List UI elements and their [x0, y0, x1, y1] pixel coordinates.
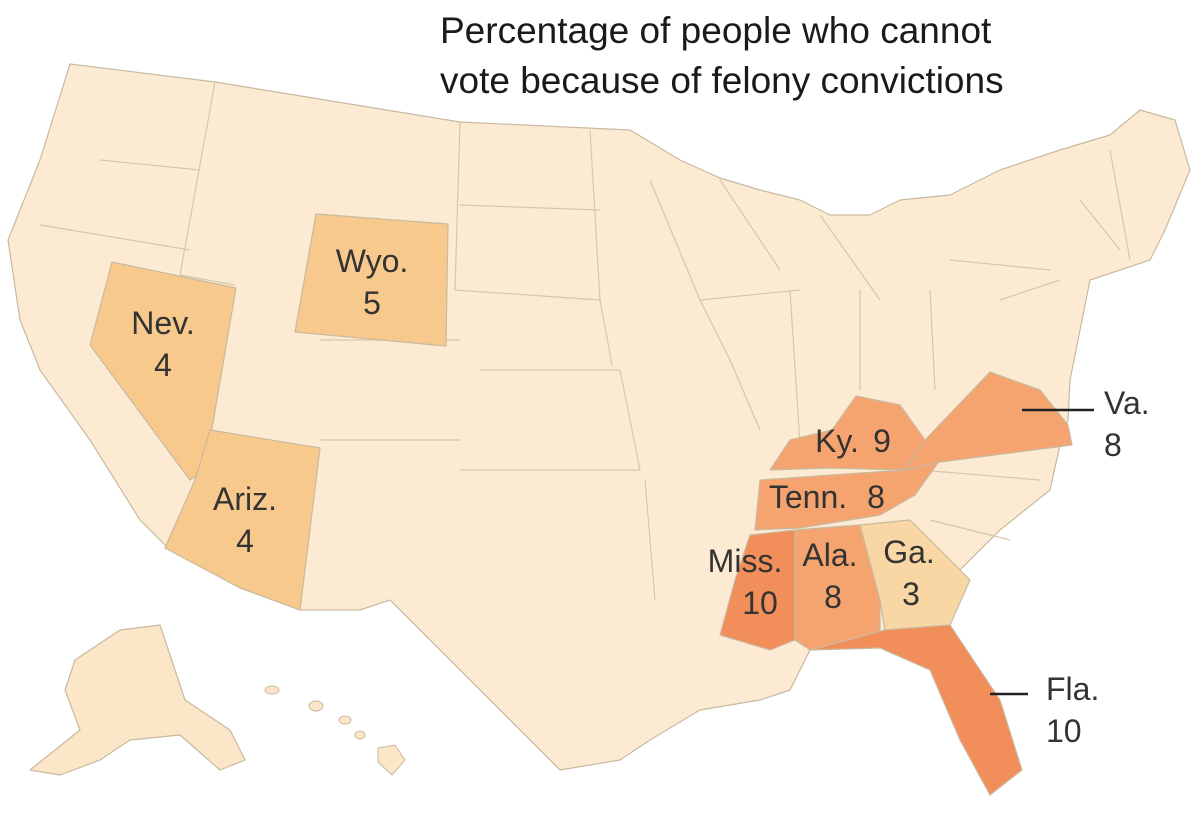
state-kentucky	[769, 395, 926, 471]
state-virginia	[904, 371, 1073, 471]
label-miss-value: 10	[742, 585, 778, 621]
state-wyoming	[294, 213, 449, 347]
state-borders	[39, 81, 1131, 601]
state-alaska	[29, 624, 246, 776]
label-fla-value: 10	[1046, 713, 1082, 749]
label-miss-name: Miss.	[708, 543, 783, 579]
map-title: Percentage of people who cannot vote bec…	[440, 6, 1080, 106]
state-hawaii	[264, 685, 406, 776]
label-tenn-value: 8	[867, 479, 885, 515]
label-ga-value: 3	[902, 576, 920, 612]
label-wyo-name: Wyo.	[336, 243, 409, 279]
label-nev-name: Nev.	[131, 305, 194, 341]
label-ariz-value: 4	[236, 523, 254, 559]
label-ariz-name: Ariz.	[213, 481, 277, 517]
label-va-value: 8	[1104, 427, 1122, 463]
map-title-line-2: vote because of felony convictions	[440, 60, 1004, 101]
label-nev-value: 4	[154, 347, 172, 383]
label-wyo-value: 5	[363, 285, 381, 321]
label-va-name: Va.	[1104, 385, 1150, 421]
label-ala-value: 8	[824, 579, 842, 615]
state-florida	[809, 624, 1023, 796]
label-ga-name: Ga.	[883, 534, 935, 570]
label-tenn-name: Tenn.	[769, 479, 847, 515]
map-title-line-1: Percentage of people who cannot	[440, 10, 992, 51]
label-ala-name: Ala.	[802, 537, 857, 573]
label-ky-name: Ky.	[815, 423, 859, 459]
state-georgia	[859, 519, 971, 631]
label-ky-value: 9	[873, 423, 891, 459]
state-arizona	[164, 429, 321, 611]
label-fla-name: Fla.	[1046, 671, 1099, 707]
